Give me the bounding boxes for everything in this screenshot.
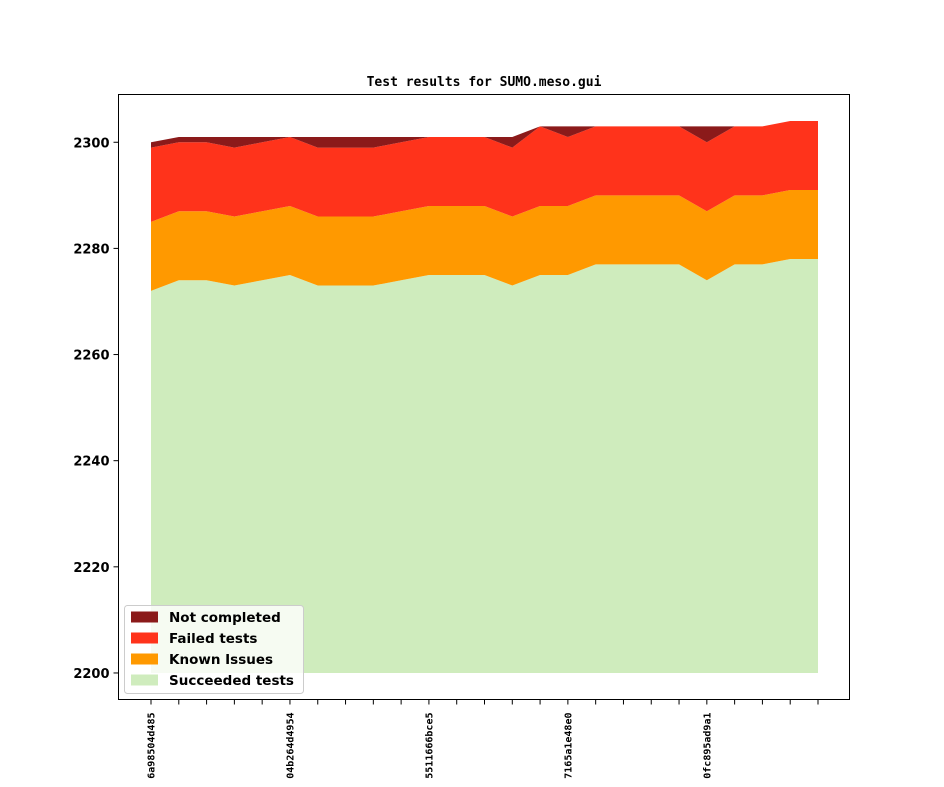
- y-axis: 2200 2220 2240 2260 2280 2300: [73, 136, 119, 682]
- legend-label: Known Issues: [169, 652, 273, 668]
- x-tick-label: 5511666bce5: [424, 713, 435, 779]
- legend-swatch: [131, 653, 158, 665]
- legend-swatch: [131, 632, 158, 644]
- legend-label: Not completed: [169, 610, 281, 626]
- y-tick-label: 2240: [73, 455, 109, 470]
- x-tick-label: 6a98504d485: [147, 713, 158, 779]
- x-tick-label: 04b264d4954: [285, 713, 296, 779]
- area-not-completed: [151, 121, 818, 148]
- legend-label: Succeeded tests: [169, 673, 294, 689]
- legend-swatch: [131, 611, 158, 623]
- legend-swatch: [131, 674, 158, 686]
- y-tick-label: 2200: [73, 667, 109, 682]
- area-succeeded-tests: [151, 259, 818, 673]
- legend: Not completed Failed tests Known Issues Suc…: [124, 605, 304, 694]
- legend-box: [124, 605, 304, 694]
- area-known-issues: [151, 190, 818, 291]
- x-tick-label: 7165a1e48e0: [563, 713, 574, 779]
- y-tick-label: 2280: [73, 242, 109, 257]
- y-tick-label: 2260: [73, 349, 109, 364]
- legend-label: Failed tests: [169, 631, 257, 647]
- y-tick-label: 2220: [73, 561, 109, 576]
- chart-title: Test results for SUMO.meso.gui: [367, 75, 602, 90]
- x-tick-label: 0fc895ad9a1: [702, 713, 713, 779]
- y-tick-label: 2300: [73, 136, 109, 151]
- area-failed-tests: [151, 121, 818, 222]
- stacked-areas: [151, 121, 818, 673]
- x-axis: 6a98504d485 04b264d4954 5511666bce5 7165a1e…: [147, 699, 819, 779]
